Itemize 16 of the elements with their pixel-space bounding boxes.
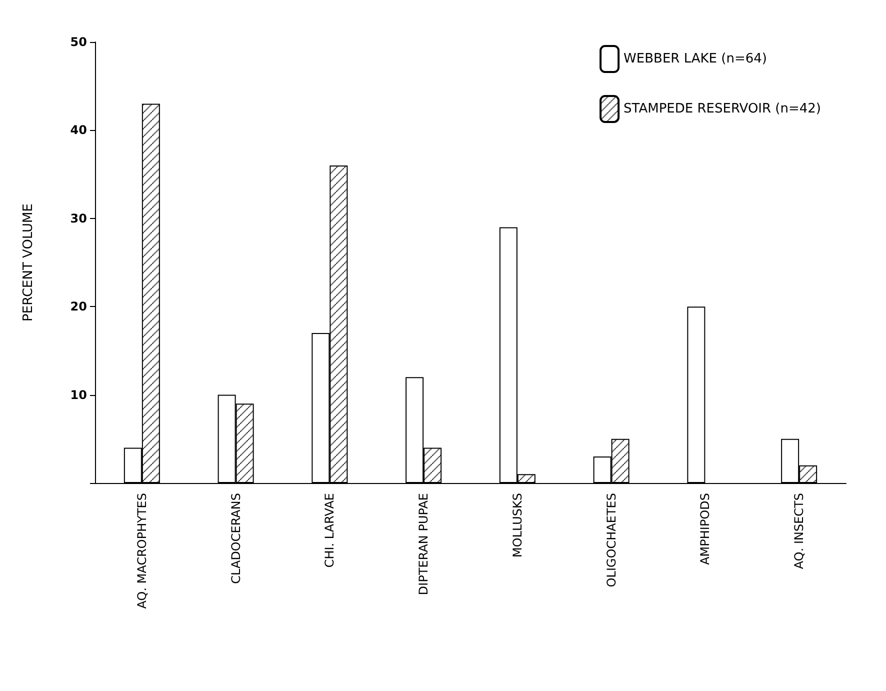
x-tick-label: CHI. LARVAE bbox=[322, 493, 337, 568]
legend-label: STAMPEDE RESERVOIR (n=42) bbox=[624, 102, 822, 116]
x-tick-label: CLADOCERANS bbox=[228, 493, 243, 584]
x-tick-label: DIPTERAN PUPAE bbox=[416, 493, 431, 596]
x-tick-label: AQ. INSECTS bbox=[792, 493, 806, 570]
legend-label: WEBBER LAKE (n=64) bbox=[624, 52, 767, 66]
x-tick-label: MOLLUSKS bbox=[510, 493, 524, 558]
x-tick-label: OLIGOCHAETES bbox=[604, 493, 618, 588]
x-tick-label: AMPHIPODS bbox=[698, 493, 712, 565]
y-tick-label: 30 bbox=[70, 211, 87, 226]
y-tick-label: 40 bbox=[70, 123, 87, 138]
y-axis-title: PERCENT VOLUME bbox=[21, 204, 36, 322]
y-tick-label: 20 bbox=[70, 300, 87, 314]
y-tick-label: 10 bbox=[70, 388, 87, 402]
x-tick-label: AQ. MACROPHYTES bbox=[134, 493, 149, 609]
y-tick-label: 50 bbox=[70, 35, 87, 49]
